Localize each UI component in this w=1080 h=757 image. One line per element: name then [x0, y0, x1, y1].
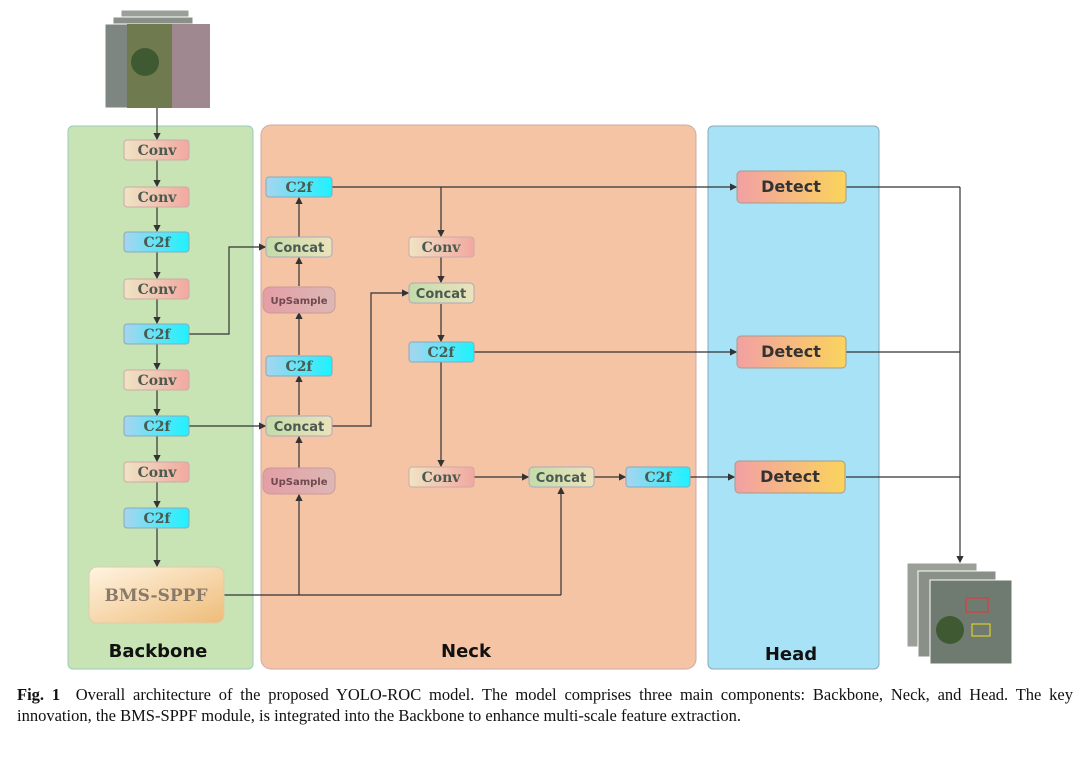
c2f-block: C2f: [123, 415, 190, 437]
conv-block: Conv: [123, 369, 190, 391]
c2f-block: C2f: [265, 355, 333, 377]
c2f-block: C2f: [123, 323, 190, 345]
svg-text:Detect: Detect: [761, 177, 821, 196]
svg-text:C2f: C2f: [144, 235, 172, 251]
concat-block: Concat: [528, 466, 595, 488]
c2f-block: C2f: [625, 466, 691, 488]
c2f-block: C2f: [123, 231, 190, 253]
neck-label: Neck: [441, 641, 492, 662]
svg-text:Detect: Detect: [760, 467, 820, 486]
svg-text:Conv: Conv: [422, 240, 462, 256]
c2f-block: C2f: [265, 176, 333, 198]
svg-text:C2f: C2f: [144, 419, 172, 435]
svg-text:Conv: Conv: [422, 470, 462, 486]
svg-text:C2f: C2f: [286, 359, 314, 375]
svg-text:Concat: Concat: [274, 241, 324, 256]
svg-text:C2f: C2f: [645, 470, 673, 486]
conv-block: Conv: [123, 278, 190, 300]
svg-text:Detect: Detect: [761, 342, 821, 361]
concat-block: Concat: [265, 236, 333, 258]
conv-block: Conv: [123, 461, 190, 483]
svg-text:Conv: Conv: [138, 465, 178, 481]
conv-block: Conv: [408, 466, 475, 488]
svg-text:Concat: Concat: [274, 420, 324, 435]
figure-caption: Fig. 1 Overall architecture of the propo…: [17, 684, 1073, 726]
svg-text:Conv: Conv: [138, 373, 178, 389]
svg-text:C2f: C2f: [144, 511, 172, 527]
caption-label: Fig. 1: [17, 685, 61, 704]
backbone-label: Backbone: [109, 641, 208, 662]
input-image-stack: [104, 9, 211, 109]
neck-panel: [260, 124, 697, 670]
conv-block: Conv: [408, 236, 475, 258]
concat-block: Concat: [408, 282, 475, 304]
head-label: Head: [765, 644, 817, 665]
connections: [153, 108, 964, 596]
svg-text:Conv: Conv: [138, 190, 178, 206]
architecture-diagram: Backbone Neck Head: [67, 9, 1013, 670]
svg-text:UpSample: UpSample: [270, 296, 327, 307]
svg-text:C2f: C2f: [286, 180, 314, 196]
svg-text:BMS-SPPF: BMS-SPPF: [104, 586, 207, 606]
svg-text:Concat: Concat: [416, 287, 466, 302]
detect-block: Detect: [734, 460, 846, 494]
output-image-stack: [906, 562, 1013, 665]
upsample-block: UpSample: [262, 286, 336, 314]
detect-block: Detect: [736, 170, 847, 204]
svg-text:UpSample: UpSample: [270, 477, 327, 488]
svg-text:C2f: C2f: [144, 327, 172, 343]
c2f-block: C2f: [408, 341, 475, 363]
backbone-panel: [67, 125, 254, 670]
conv-block: Conv: [123, 186, 190, 208]
svg-text:Conv: Conv: [138, 282, 178, 298]
svg-text:Conv: Conv: [138, 143, 178, 159]
caption-text: Overall architecture of the proposed YOL…: [17, 685, 1073, 725]
detect-block: Detect: [736, 335, 847, 369]
c2f-block: C2f: [123, 507, 190, 529]
bms-sppf-block: BMS-SPPF: [88, 566, 225, 624]
head-panel: [707, 125, 880, 670]
svg-text:Concat: Concat: [536, 471, 586, 486]
svg-text:C2f: C2f: [428, 345, 456, 361]
concat-block: Concat: [265, 415, 333, 437]
upsample-block: UpSample: [262, 467, 336, 495]
conv-block: Conv: [123, 139, 190, 161]
